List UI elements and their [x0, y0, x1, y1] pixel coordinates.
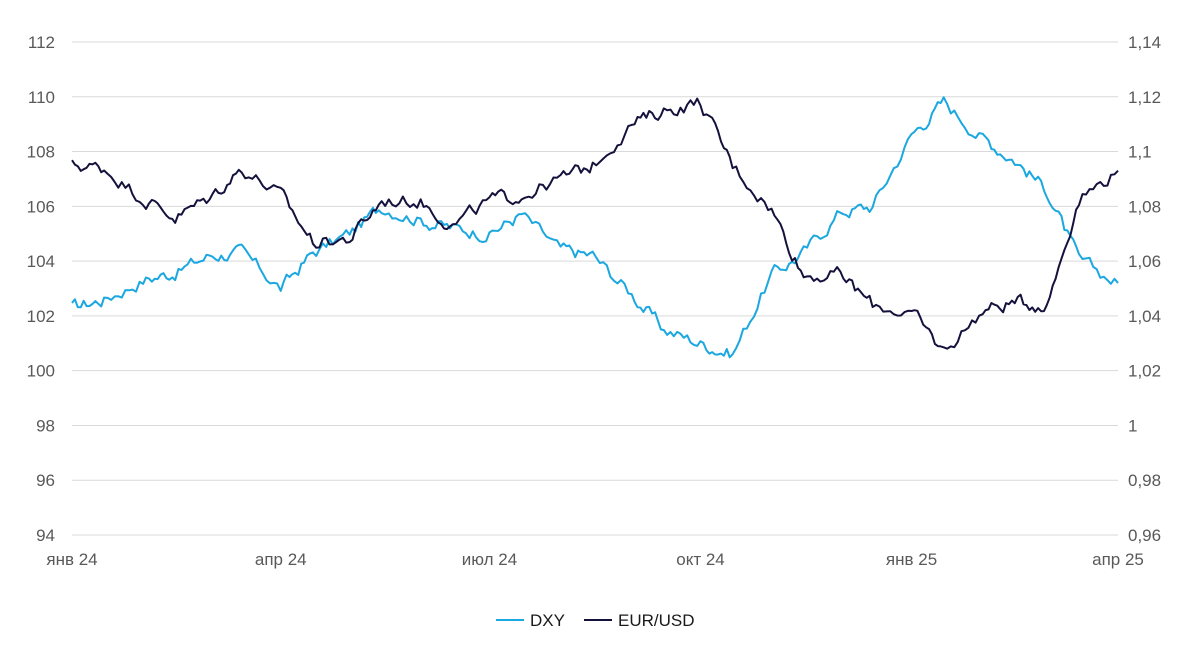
right-axis-ticks: 0,96 0,98 1 1,02 1,04 1,06 1,08 1,1 1,12 1,14	[1128, 33, 1161, 545]
legend-label: DXY	[530, 611, 565, 630]
right-tick-label: 1,08	[1128, 197, 1161, 216]
x-tick-label: июл 24	[462, 550, 517, 569]
x-tick-label: апр 24	[255, 550, 307, 569]
left-tick-label: 108	[27, 143, 55, 162]
right-tick-label: 0,98	[1128, 471, 1161, 490]
x-tick-label: янв 25	[886, 550, 937, 569]
left-tick-label: 94	[36, 526, 55, 545]
right-tick-label: 1,02	[1128, 362, 1161, 381]
right-tick-label: 1,04	[1128, 307, 1161, 326]
left-tick-label: 112	[28, 33, 55, 52]
left-axis-ticks: 94 96 98 100 102 104 106 108 110 112	[27, 33, 55, 545]
gridlines	[72, 41, 1118, 536]
right-tick-label: 1,1	[1128, 143, 1152, 162]
series-line-eur-usd	[71, 97, 1119, 350]
series-lines	[71, 96, 1119, 359]
legend: DXY EUR/USD	[496, 611, 695, 630]
right-tick-label: 1,06	[1128, 252, 1161, 271]
left-tick-label: 102	[27, 307, 55, 326]
right-tick-label: 1	[1128, 416, 1137, 435]
x-axis-ticks: янв 24 апр 24 июл 24 окт 24 янв 25 апр 25	[46, 550, 1144, 569]
right-tick-label: 0,96	[1128, 526, 1161, 545]
x-tick-label: окт 24	[676, 550, 725, 569]
x-tick-label: янв 24	[46, 550, 97, 569]
legend-label: EUR/USD	[618, 611, 695, 630]
left-tick-label: 110	[28, 88, 55, 107]
left-tick-label: 98	[36, 416, 55, 435]
x-tick-label: апр 25	[1092, 550, 1144, 569]
right-tick-label: 1,12	[1128, 88, 1161, 107]
left-tick-label: 96	[36, 471, 55, 490]
left-tick-label: 100	[27, 362, 55, 381]
series-line-dxy	[71, 96, 1119, 359]
right-tick-label: 1,14	[1128, 33, 1161, 52]
left-tick-label: 104	[27, 252, 55, 271]
left-tick-label: 106	[27, 197, 55, 216]
